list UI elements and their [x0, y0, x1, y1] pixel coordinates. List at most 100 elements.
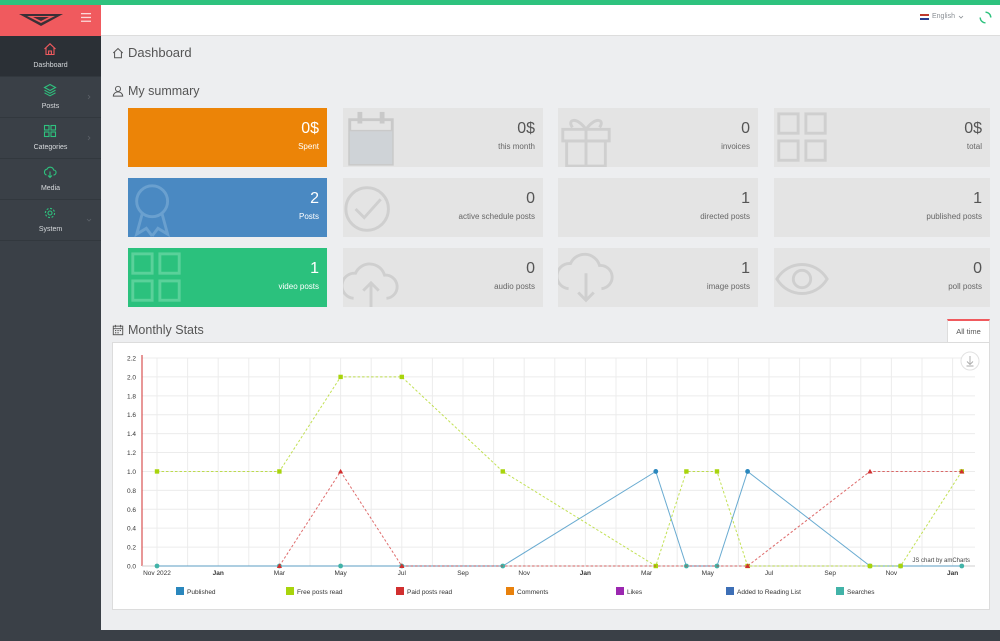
gift-icon — [561, 118, 611, 167]
summary-card-published-posts: 1 published posts — [774, 178, 990, 237]
flag-icon — [920, 13, 929, 20]
data-point[interactable] — [399, 374, 404, 380]
x-tick-label: Sep — [457, 570, 469, 577]
data-point[interactable] — [338, 563, 343, 569]
summary-card-label: this month — [498, 142, 535, 151]
summary-card-label: Spent — [298, 142, 319, 151]
summary-card-value: 0 — [741, 120, 750, 137]
y-tick-label: 0.0 — [127, 564, 136, 571]
legend-label: Likes — [627, 589, 643, 596]
cloud-upload-icon — [343, 262, 399, 307]
y-tick-label: 1.2 — [127, 450, 136, 457]
legend-swatch — [836, 587, 844, 595]
data-point[interactable] — [277, 469, 282, 474]
sidebar-item-label: Dashboard — [33, 62, 68, 69]
chart-credit[interactable]: JS chart by amCharts — [912, 558, 970, 564]
top-accent-bar — [0, 0, 1000, 5]
legend-item[interactable]: Added to Reading List — [726, 587, 801, 596]
data-point[interactable] — [898, 563, 903, 569]
summary-card-value: 1 — [973, 190, 982, 207]
data-point[interactable] — [959, 563, 965, 569]
summary-card-audio-posts: 0 audio posts — [343, 248, 543, 307]
x-tick-label: Sep — [824, 570, 836, 577]
layers-icon — [43, 83, 57, 97]
summary-card-this-month: 0$ this month — [343, 108, 543, 167]
legend-item[interactable]: Free posts read — [286, 587, 343, 596]
brand-bar — [0, 5, 101, 36]
data-point[interactable] — [338, 468, 344, 474]
x-tick-label: Jul — [765, 570, 774, 577]
export-button[interactable] — [960, 351, 980, 371]
calendar-icon — [112, 324, 124, 336]
legend-item[interactable]: Published — [176, 587, 216, 596]
summary-card-value: 0 — [526, 260, 535, 277]
data-point[interactable] — [867, 563, 873, 569]
legend-item[interactable]: Comments — [506, 587, 549, 596]
summary-card-label: image posts — [706, 282, 750, 291]
gear-icon — [44, 207, 56, 219]
cloud-download-icon — [558, 252, 614, 303]
legend-swatch — [616, 587, 624, 595]
x-tick-label: Jul — [398, 570, 407, 577]
data-point[interactable] — [154, 469, 160, 474]
x-tick-label: Nov — [886, 570, 898, 577]
legend-item[interactable]: Paid posts read — [396, 587, 453, 596]
sidebar: Dashboard Posts Categories Media System — [0, 5, 101, 641]
summary-card-value: 0 — [973, 260, 982, 277]
legend-swatch — [506, 587, 514, 595]
check-circle-icon — [344, 186, 390, 232]
x-tick-label: Jan — [947, 570, 958, 577]
x-tick-label: Mar — [641, 570, 653, 577]
calendar-icon — [348, 111, 394, 166]
summary-card-value: 0$ — [517, 120, 535, 137]
data-point[interactable] — [867, 468, 873, 474]
monthly-stats-panel: 0.0 0.2 0.4 0.6 0.8 1.0 1.2 1.4 1.6 1.8 2.0 2.2 Nov … — [112, 342, 990, 610]
award-icon — [134, 184, 170, 237]
data-point[interactable] — [684, 469, 689, 474]
grid-icon — [43, 124, 57, 138]
sidebar-item-system[interactable]: System — [0, 200, 101, 241]
sidebar-item-categories[interactable]: Categories — [0, 118, 101, 159]
y-tick-label: 0.8 — [127, 488, 136, 495]
data-point[interactable] — [500, 469, 505, 474]
summary-card-value: 0$ — [301, 120, 319, 137]
legend-item[interactable]: Likes — [616, 587, 643, 596]
logo-icon[interactable] — [19, 13, 63, 27]
x-tick-label: Mar — [274, 570, 286, 577]
sidebar-item-posts[interactable]: Posts — [0, 77, 101, 118]
legend-label: Paid posts read — [407, 589, 453, 596]
data-point[interactable] — [653, 469, 659, 474]
y-tick-label: 2.2 — [127, 356, 136, 363]
data-point[interactable] — [744, 563, 751, 568]
eye-icon — [775, 263, 829, 295]
data-point[interactable] — [338, 374, 343, 380]
data-point[interactable] — [714, 469, 720, 474]
menu-toggle-icon[interactable] — [81, 13, 91, 22]
summary-card-label: published posts — [926, 212, 982, 221]
grid-icon — [777, 112, 827, 162]
data-point[interactable] — [276, 563, 282, 568]
summary-title-text: My summary — [128, 84, 200, 98]
data-point[interactable] — [399, 563, 405, 568]
y-tick-label: 0.2 — [127, 545, 136, 552]
legend-item[interactable]: Searches — [836, 587, 875, 596]
y-tick-label: 2.0 — [127, 374, 136, 381]
legend-swatch — [176, 587, 184, 595]
x-tick-label: Jan — [580, 570, 591, 577]
sidebar-item-dashboard[interactable]: Dashboard — [0, 36, 101, 77]
sidebar-item-media[interactable]: Media — [0, 159, 101, 200]
user-icon — [112, 85, 124, 97]
chevron-down-icon — [86, 218, 92, 222]
tab-all-time[interactable]: All time — [947, 319, 990, 342]
summary-card-label: poll posts — [948, 282, 982, 291]
data-point[interactable] — [154, 563, 160, 569]
x-tick-label: Nov — [518, 570, 530, 577]
legend-swatch — [396, 587, 404, 595]
data-point[interactable] — [959, 468, 965, 474]
language-label: English — [932, 13, 955, 20]
data-point[interactable] — [745, 469, 750, 474]
summary-card-label: video posts — [278, 282, 319, 291]
summary-card-label: total — [966, 142, 982, 151]
language-selector[interactable]: English — [920, 13, 964, 20]
legend-label: Added to Reading List — [737, 589, 801, 596]
